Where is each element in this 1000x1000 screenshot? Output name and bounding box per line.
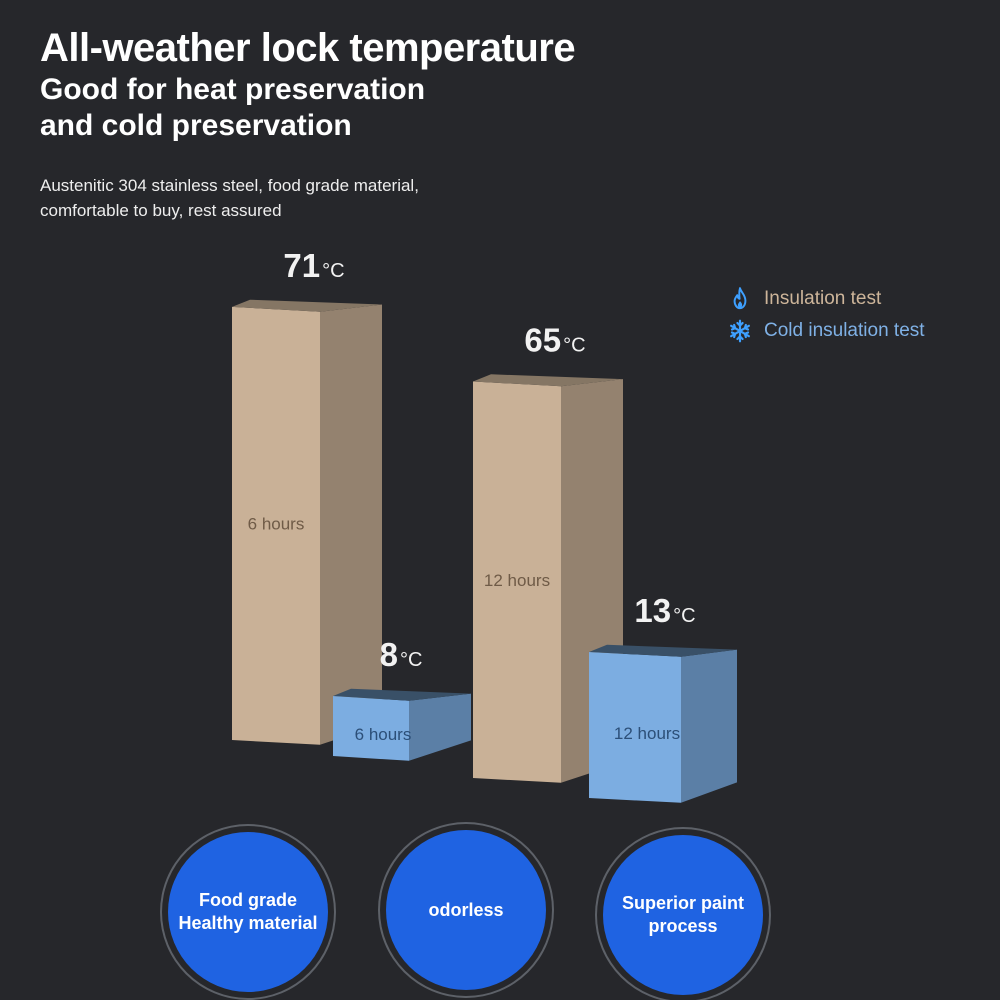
bar-top-face [232,299,382,312]
bar-category-label: 12 hours [614,724,680,743]
legend-label-cold-insulation: Cold insulation test [764,320,925,341]
bar-value-label: 65 °C [524,322,585,359]
bar-front-face [473,381,561,783]
bar-cold-12-hours: 12 hours 13 °C [589,592,737,803]
bar-category-label: 12 hours [484,571,550,590]
bar-front-face [589,652,681,803]
bar-category-label: 6 hours [248,514,305,533]
bar-side-face [409,693,471,761]
bar-insulation-6-hours: 6 hours 71 °C [232,247,382,745]
legend-item-cold-insulation: Cold insulation test [727,315,925,347]
bar-side-face [681,649,737,803]
bar-side-face [320,304,382,745]
legend-item-insulation: Insulation test [727,283,925,315]
bar-value-label: 13 °C [634,592,695,629]
bar-front-face [333,696,409,761]
bar-front-face [232,306,320,745]
feature-superior-paint-line-1: Superior paint [621,893,744,913]
bar-top-face [589,644,737,657]
flame-icon [733,287,747,310]
bar-value-label: 71 °C [283,247,344,284]
bar-value-label: 8 °C [380,636,423,673]
subtitle-line-1: Good for heat preservation [40,73,426,106]
description-line-2: comfortable to buy, rest assured [40,201,282,220]
bar-cold-6-hours: 6 hours 8 °C [333,636,471,761]
description-line-1: Austenitic 304 stainless steel, food gra… [40,176,419,195]
bar-top-face [333,688,471,701]
feature-food-grade-line-1: Food grade [199,890,297,910]
feature-food-grade-line-2: Healthy material [178,913,318,933]
page-subtitle: Good for heat preservation and cold pres… [40,72,425,144]
page-title: All-weather lock temperature [40,26,576,70]
feature-odorless-line-1: odorless [428,899,504,920]
bar-top-face [473,374,623,387]
feature-odorless: odorless [386,830,546,990]
feature-food-grade: Food grade Healthy material [168,832,328,992]
feature-superior-paint-line-2: process [648,916,718,936]
bar-category-label: 6 hours [355,725,412,744]
description: Austenitic 304 stainless steel, food gra… [40,173,419,223]
feature-superior-paint: Superior paint process [603,835,763,995]
snowflake-icon [730,319,750,343]
legend-label-insulation: Insulation test [764,288,882,309]
chart-legend: Insulation test Cold insulation test [727,283,925,347]
subtitle-line-2: and cold preservation [40,109,352,142]
